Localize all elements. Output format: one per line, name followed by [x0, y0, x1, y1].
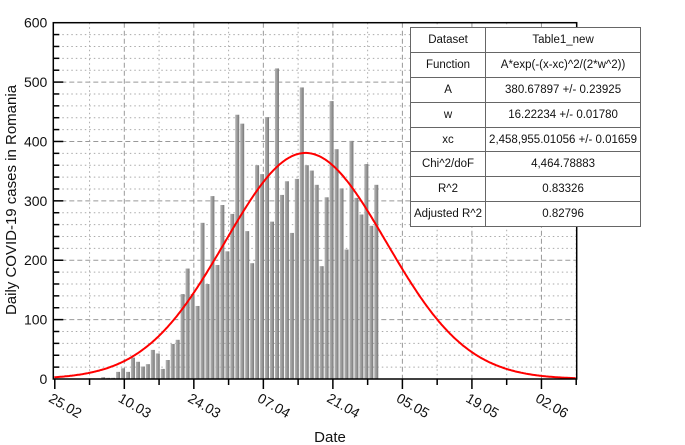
x-tick-label: 07.04 — [255, 390, 294, 421]
y-tick-label: 200 — [24, 252, 48, 268]
x-tick-label: 10.03 — [116, 390, 155, 421]
bar — [140, 366, 145, 379]
bar — [354, 197, 359, 379]
bar — [230, 213, 235, 379]
parameter-value: 0.83326 — [485, 176, 642, 203]
bar — [289, 232, 294, 379]
y-tick-label: 500 — [24, 74, 48, 90]
bar — [359, 214, 364, 379]
bar — [135, 361, 140, 379]
parameter-value: A*exp(-(x-xc)^2/(2*w^2)) — [485, 51, 642, 78]
bar — [309, 170, 314, 379]
parameter-value: 4,464.78883 — [485, 151, 642, 178]
bar — [195, 305, 200, 379]
bar — [185, 268, 190, 379]
bar — [155, 353, 160, 379]
parameter-value: 16.22234 +/- 0.01780 — [485, 101, 642, 128]
x-tick-label: 19.05 — [463, 390, 502, 421]
bar — [200, 222, 205, 379]
parameter-name: w — [409, 101, 487, 128]
bar — [329, 101, 334, 379]
bar — [269, 221, 274, 379]
bar — [374, 184, 379, 379]
bar — [101, 377, 106, 379]
bar — [215, 264, 220, 379]
bar — [165, 359, 170, 379]
x-tick-label: 25.02 — [46, 390, 85, 421]
bar — [240, 123, 245, 379]
parameter-name: xc — [409, 126, 487, 153]
table-row: Adjusted R^2 0.82796 — [409, 201, 642, 228]
parameter-value: Table1_new — [485, 27, 642, 53]
bars — [56, 68, 379, 380]
bar — [130, 357, 135, 379]
parameter-value: 2,458,955.01056 +/- 0.01659 — [485, 126, 642, 153]
bar — [319, 266, 324, 379]
bar — [294, 178, 299, 379]
y-axis-title: Daily COVID-19 cases in Romania — [3, 84, 20, 315]
y-tick-label: 300 — [24, 193, 48, 209]
x-tick-label: 21.04 — [324, 390, 363, 421]
bar — [260, 174, 265, 379]
parameter-value: 0.82796 — [485, 201, 642, 228]
table-row: Function A*exp(-(x-xc)^2/(2*w^2)) — [409, 51, 642, 78]
bar — [344, 249, 349, 379]
y-tick-label: 600 — [24, 15, 48, 31]
parameter-name: Adjusted R^2 — [409, 201, 487, 228]
x-tick-label: 02.06 — [533, 390, 572, 421]
bar — [180, 294, 185, 379]
y-tick-label: 100 — [24, 312, 48, 328]
bar — [339, 188, 344, 379]
bar — [274, 68, 279, 379]
bar — [314, 184, 319, 379]
bar — [125, 371, 130, 379]
table-row: w 16.22234 +/- 0.01780 — [409, 101, 642, 128]
bar — [324, 197, 329, 379]
parameter-value: 380.67897 +/- 0.23925 — [485, 76, 642, 103]
table-row: R^2 0.83326 — [409, 176, 642, 203]
bar — [175, 339, 180, 379]
bar — [190, 294, 195, 379]
bar — [334, 149, 339, 379]
table-row: xc 2,458,955.01056 +/- 0.01659 — [409, 126, 642, 153]
bar — [220, 205, 225, 379]
bar — [284, 181, 289, 379]
x-axis-title: Date — [314, 429, 346, 445]
bar — [235, 114, 240, 379]
table-row: Dataset Table1_new — [409, 27, 642, 53]
bar — [160, 368, 165, 379]
bar — [245, 231, 250, 379]
bar — [279, 194, 284, 379]
parameter-name: A — [409, 76, 487, 103]
table-row: A 380.67897 +/- 0.23925 — [409, 76, 642, 103]
parameter-name: Dataset — [409, 27, 487, 53]
bar — [205, 283, 210, 379]
fit-curve — [54, 151, 576, 380]
y-tick-label: 400 — [24, 133, 48, 149]
bar — [121, 368, 126, 379]
bar — [304, 165, 309, 379]
bar — [116, 371, 121, 379]
bar — [250, 263, 255, 379]
bar — [170, 343, 175, 379]
bar — [299, 87, 304, 380]
bar — [225, 251, 230, 379]
bar — [255, 165, 260, 379]
bar — [145, 364, 150, 379]
bar — [150, 349, 155, 379]
fit-results-table: Dataset Table1_new Function A*exp(-(x-xc)^2… — [409, 27, 642, 228]
bar — [369, 225, 374, 379]
bar — [364, 164, 369, 379]
y-tick-label: 0 — [40, 371, 48, 387]
bar — [265, 117, 270, 379]
parameter-name: R^2 — [409, 176, 487, 203]
bar — [210, 196, 215, 379]
table-row: Chi^2/doF 4,464.78883 — [409, 151, 642, 178]
parameter-name: Chi^2/doF — [409, 151, 487, 178]
bar — [349, 140, 354, 379]
x-tick-label: 05.05 — [394, 390, 433, 421]
parameter-name: Function — [409, 51, 487, 78]
x-tick-label: 24.03 — [185, 390, 224, 421]
